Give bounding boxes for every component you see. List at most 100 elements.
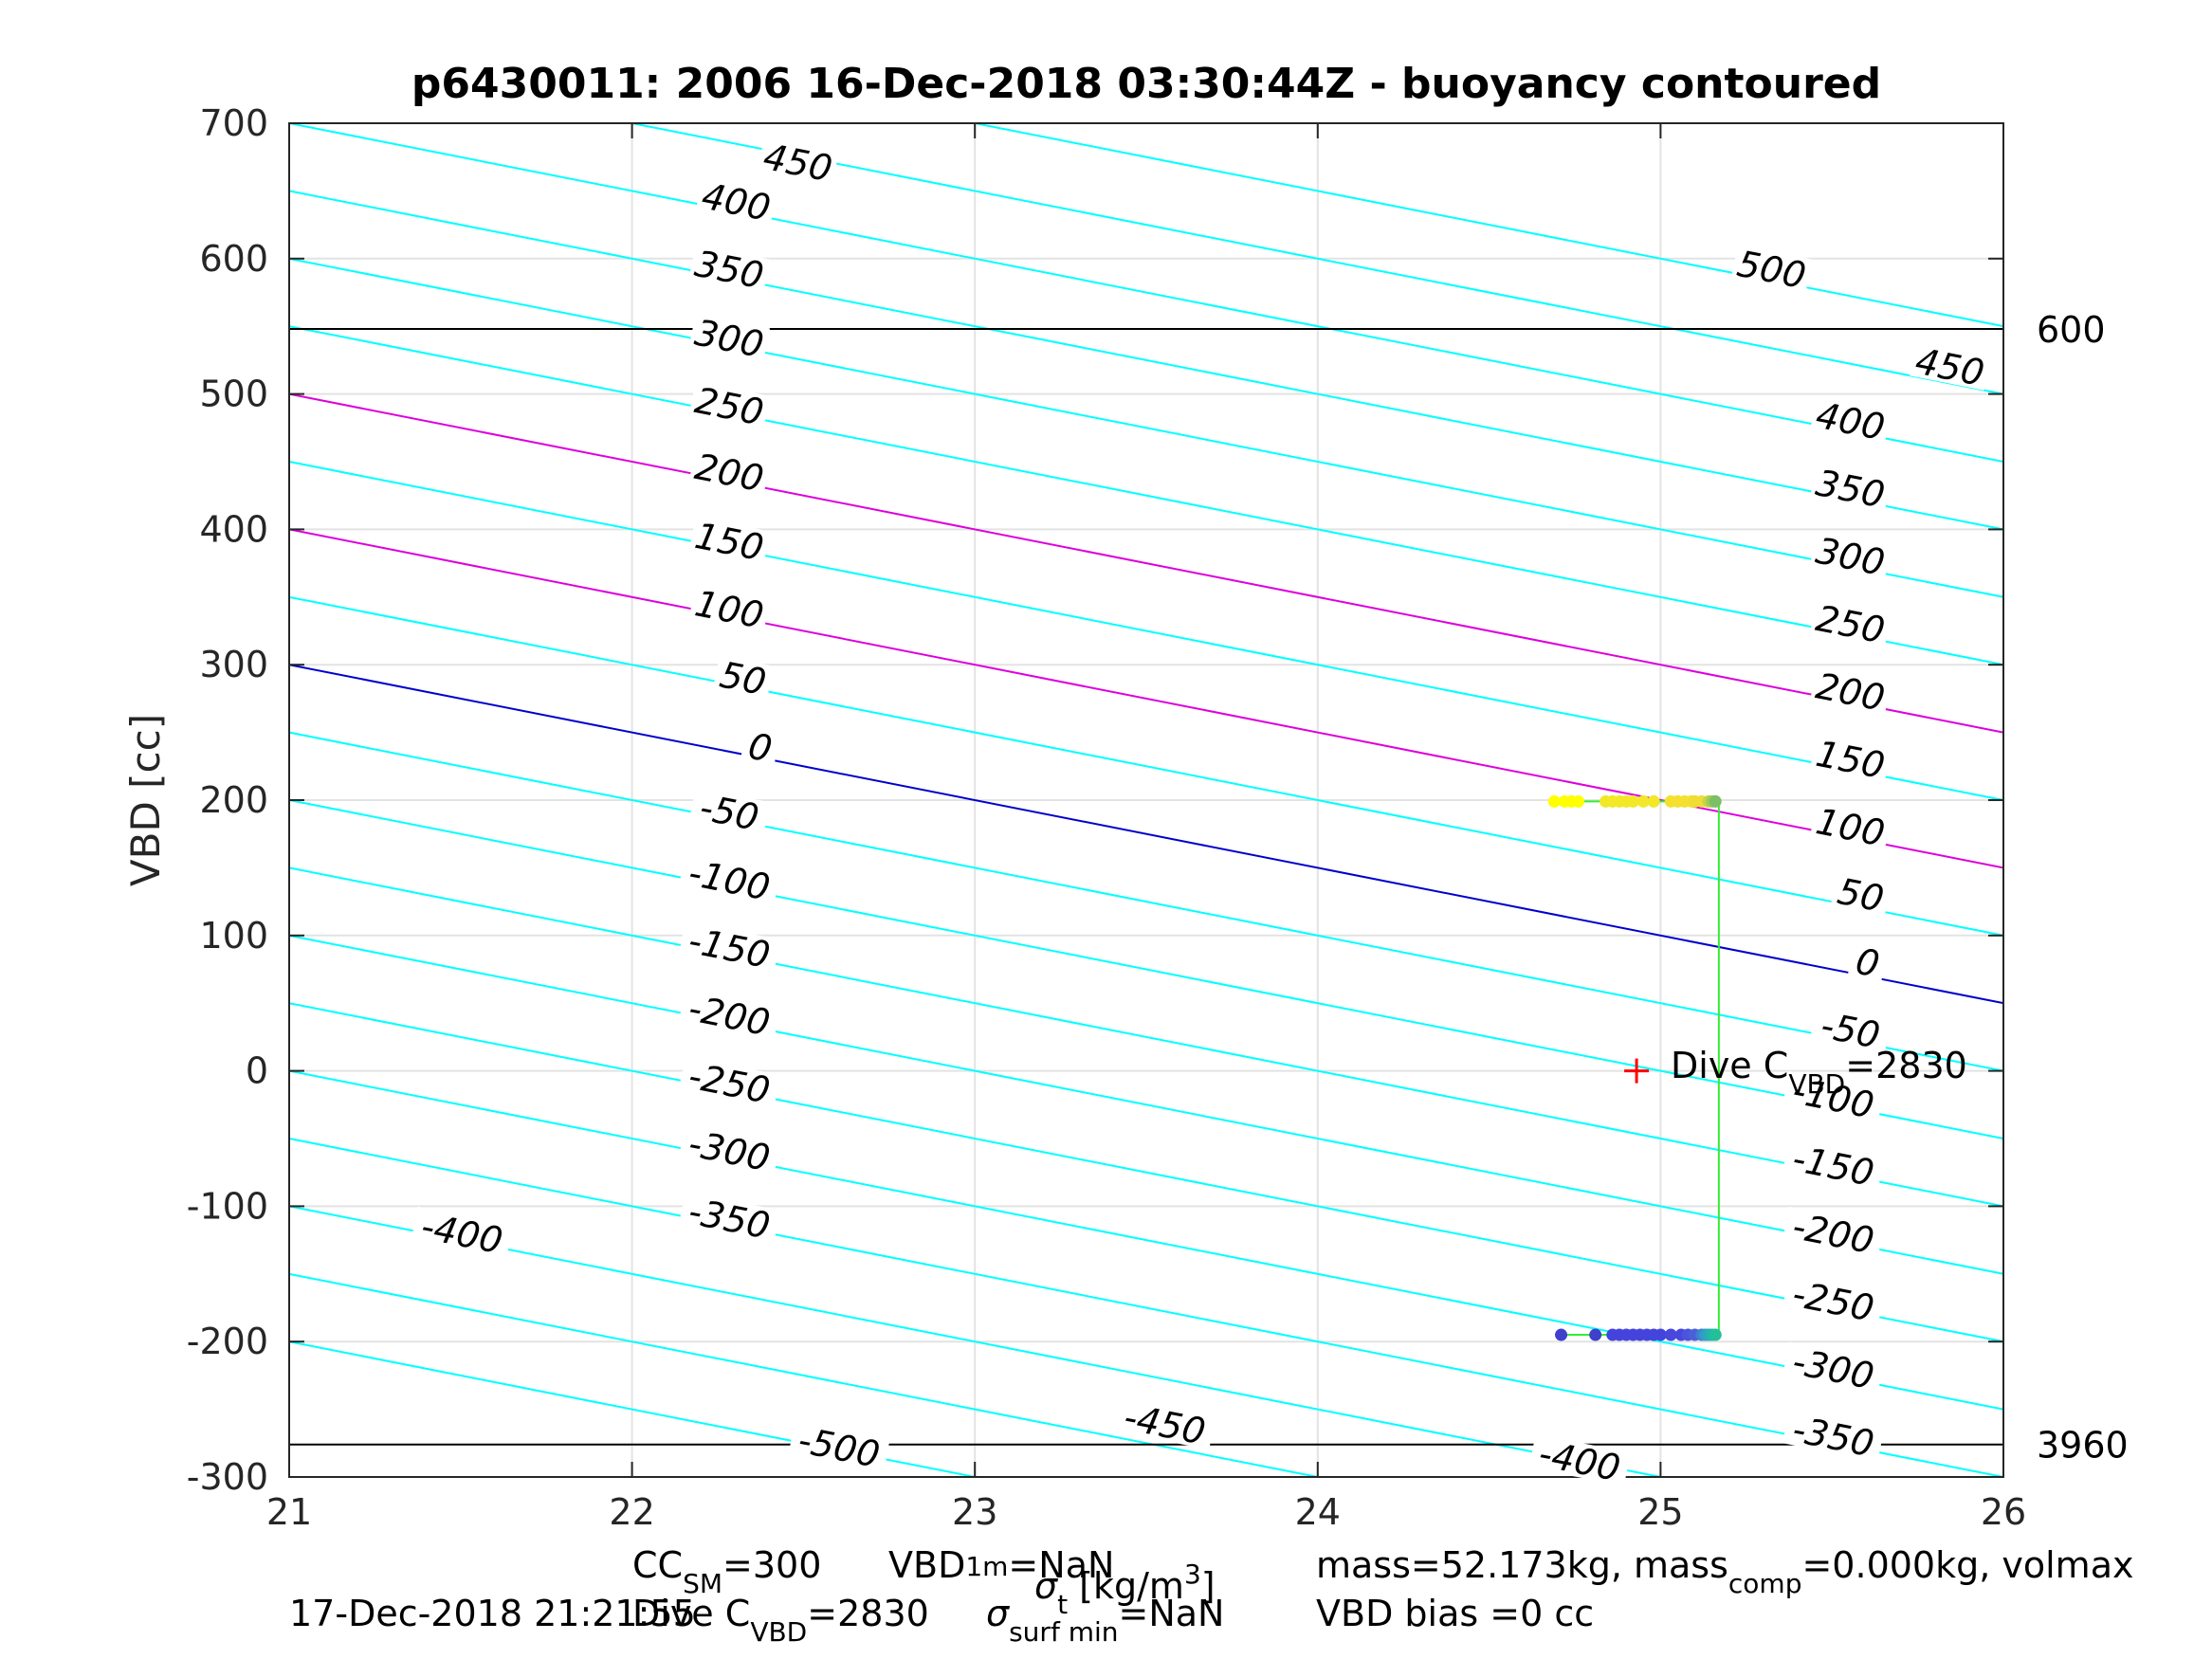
contour-label-gap	[1782, 1139, 1885, 1192]
contour-label-text: 200	[691, 446, 767, 500]
contour-label: 150	[1810, 733, 1892, 787]
contour-label-text: 250	[1813, 597, 1889, 651]
contour-line-350	[289, 190, 2003, 531]
contour-line-250	[289, 325, 2003, 666]
x-tick-label: 23	[952, 1491, 997, 1533]
y-tick-label: 600	[199, 238, 268, 280]
sample-point-top	[1626, 794, 1639, 808]
hline-label: 3960	[2037, 1425, 2129, 1467]
contour-label-text: -300	[1789, 1340, 1877, 1397]
contour-label-text: -300	[686, 1122, 774, 1179]
contour-label: 200	[688, 446, 771, 500]
contour-line-400	[289, 123, 2003, 463]
contour-label-gap	[1810, 464, 1892, 513]
footer-dive-cvbd: Dive CVBD=2830	[632, 1593, 929, 1648]
contour-label-text: -250	[1789, 1273, 1877, 1330]
contour-label: 100	[688, 582, 771, 637]
chart-title: p6430011: 2006 16-Dec-2018 03:30:44Z - b…	[411, 60, 1881, 108]
contour-label-text: 350	[691, 243, 767, 297]
axis-ticks: 21 22 23 24 25 26-300-200-1000100200300400500…	[187, 102, 2026, 1533]
contour-label-gap	[688, 447, 771, 497]
y-tick-label: 100	[199, 915, 268, 957]
contour-label: -100	[678, 852, 780, 909]
contour-line-300	[289, 257, 2003, 598]
x-tick-label: 25	[1637, 1491, 1683, 1533]
sample-point-top	[1547, 794, 1561, 808]
contour-label: -250	[678, 1055, 780, 1112]
contour-label: 200	[1810, 665, 1892, 720]
contour-label-gap	[678, 1056, 780, 1109]
contour-line-100	[289, 528, 2003, 869]
contour-label-text: 250	[691, 379, 767, 433]
contour-label: -500	[788, 1419, 890, 1476]
contour-label-gap	[678, 1192, 780, 1245]
y-axis-label: VBD [cc]	[122, 714, 169, 886]
contour-label-text: -200	[686, 987, 774, 1044]
contour-label-gap	[1847, 941, 1889, 982]
footer-vbd-bias: VBD bias =0 cc	[1316, 1593, 1595, 1634]
contour-label: 50	[712, 653, 774, 703]
y-tick-label: 500	[199, 374, 268, 415]
contour-label-text: 100	[1813, 800, 1889, 854]
contour-label-text: 300	[1813, 530, 1889, 584]
contour-label: 100	[1810, 800, 1892, 854]
contour-line--100	[289, 799, 2003, 1139]
footer-sigma-surf-min: σsurf min=NaN	[986, 1593, 1225, 1648]
contour-line--150	[289, 866, 2003, 1208]
contour-label-gap	[712, 655, 774, 701]
y-tick-label: -200	[187, 1321, 268, 1362]
contour-label-gap	[1528, 1433, 1631, 1486]
contour-label: 300	[1810, 530, 1892, 584]
sample-point-top	[1636, 794, 1650, 808]
contour-line-50	[289, 595, 2003, 937]
contour-label: 500	[1730, 243, 1813, 297]
contour-label-text: -50	[696, 787, 761, 839]
contour-label-gap	[688, 313, 771, 362]
sample-point-bottom	[1664, 1328, 1677, 1341]
grid-lines	[288, 122, 2004, 1478]
contour-label-gap	[678, 853, 780, 906]
contour-label: 350	[688, 243, 771, 297]
contour-label: -150	[678, 920, 780, 976]
y-tick-label: -300	[187, 1456, 268, 1498]
contour-label: -350	[1782, 1408, 1885, 1465]
contour-label-gap	[688, 584, 771, 633]
contour-label: -400	[1528, 1432, 1631, 1489]
sample-point-bottom	[1709, 1328, 1722, 1341]
contour-label-gap	[678, 1123, 780, 1176]
contour-label-text: -400	[418, 1205, 506, 1262]
contour-label-text: 50	[717, 653, 770, 703]
contour-label: -50	[1810, 1004, 1892, 1057]
contour-label: 350	[1810, 462, 1892, 516]
contour-label-text: -150	[686, 920, 774, 976]
contour-label: -150	[1782, 1138, 1885, 1194]
contour-label: 450	[1909, 340, 1991, 394]
contour-label: 400	[1810, 394, 1892, 448]
contour-label-gap	[1114, 1397, 1216, 1450]
contour-label: 150	[688, 515, 771, 569]
contour-label-gap	[740, 726, 781, 767]
y-tick-label: 300	[199, 644, 268, 685]
contour-label: -350	[678, 1191, 780, 1247]
x-axis-label: σt [kg/m3]	[1034, 1559, 1216, 1620]
contour-label-gap	[1810, 1005, 1892, 1054]
contour-label: 0	[740, 725, 781, 771]
contour-label-gap	[757, 137, 839, 187]
sample-point-top	[1572, 794, 1585, 808]
contour-label-gap	[1782, 1409, 1885, 1462]
contour-label-text: 400	[699, 174, 775, 228]
x-tick-label: 24	[1295, 1491, 1341, 1533]
contour-label-gap	[1810, 802, 1892, 851]
x-tick-label: 26	[1981, 1491, 2026, 1533]
sample-point-bottom	[1555, 1328, 1568, 1341]
contour-line--250	[289, 1002, 2003, 1343]
contour-line-200	[289, 392, 2003, 734]
contour-label: 400	[695, 174, 777, 229]
contour-label-gap	[688, 381, 771, 430]
y-tick-label: 400	[199, 508, 268, 550]
contour-label-text: -100	[686, 852, 774, 909]
y-tick-label: 0	[246, 1050, 268, 1092]
trajectory-layer	[1547, 794, 1722, 1341]
contour-label-gap	[1830, 871, 1892, 917]
